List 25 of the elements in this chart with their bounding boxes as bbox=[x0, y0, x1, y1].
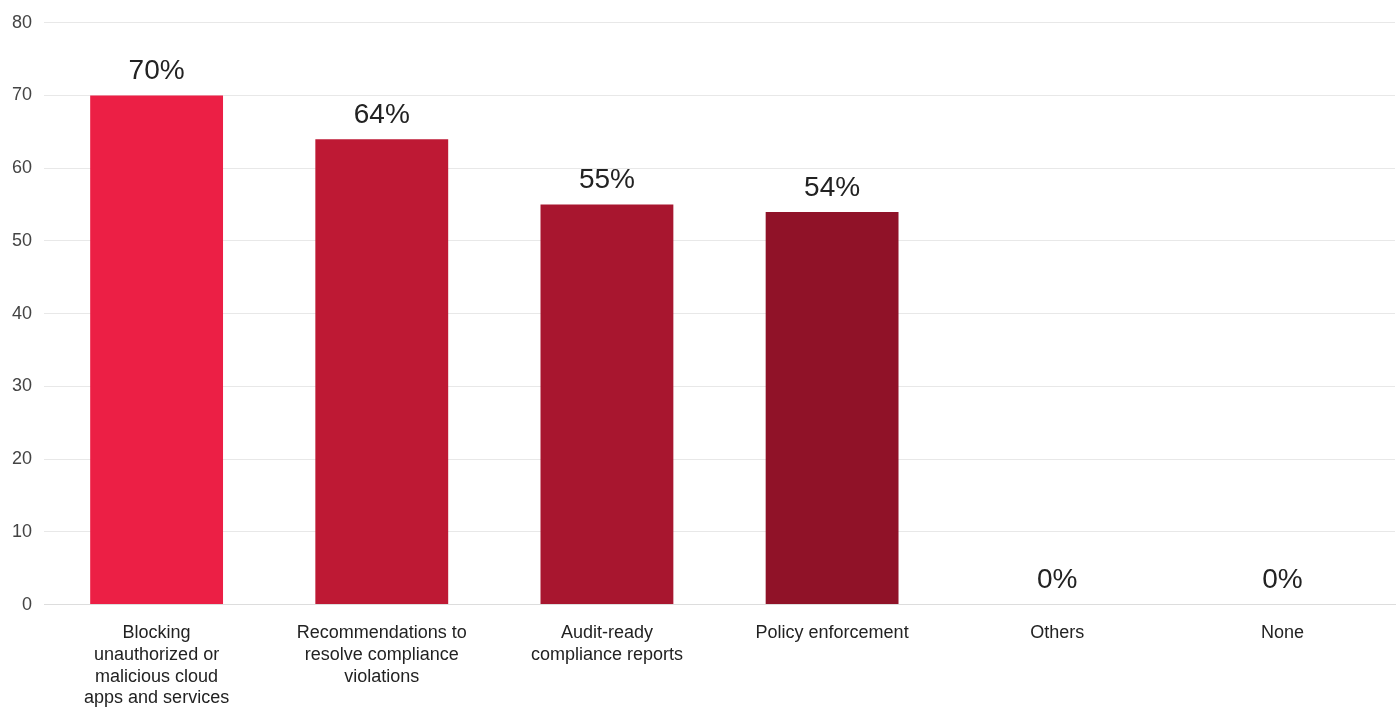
y-tick-label: 30 bbox=[11, 375, 33, 396]
x-tick-label: Others bbox=[1030, 622, 1085, 643]
bar bbox=[540, 204, 674, 605]
x-tick-label: Blocking unauthorized or malicious cloud apps and services bbox=[84, 622, 230, 708]
data-label: 0% bbox=[1262, 563, 1303, 595]
y-tick-label: 40 bbox=[11, 302, 33, 323]
y-tick-label: 20 bbox=[11, 448, 33, 469]
bar bbox=[315, 139, 449, 605]
x-tick-label: Policy enforcement bbox=[755, 622, 909, 643]
y-tick-label: 60 bbox=[11, 157, 33, 178]
y-tick-label: 10 bbox=[11, 520, 33, 541]
x-tick-label: Audit-ready compliance reports bbox=[530, 622, 683, 664]
y-tick-label: 0 bbox=[22, 593, 33, 614]
y-tick-label: 80 bbox=[11, 11, 33, 32]
y-tick-label: 50 bbox=[11, 229, 33, 250]
data-label: 54% bbox=[804, 170, 861, 202]
bar bbox=[765, 211, 899, 605]
bar bbox=[90, 95, 224, 605]
x-tick-label: None bbox=[1260, 622, 1304, 643]
data-label: 0% bbox=[1037, 563, 1078, 595]
data-label: 64% bbox=[353, 97, 410, 129]
data-label: 55% bbox=[578, 163, 635, 195]
data-label: 70% bbox=[128, 54, 185, 86]
x-tick-label: Recommendations to resolve compliance violations bbox=[296, 622, 467, 686]
y-tick-label: 70 bbox=[11, 84, 33, 105]
